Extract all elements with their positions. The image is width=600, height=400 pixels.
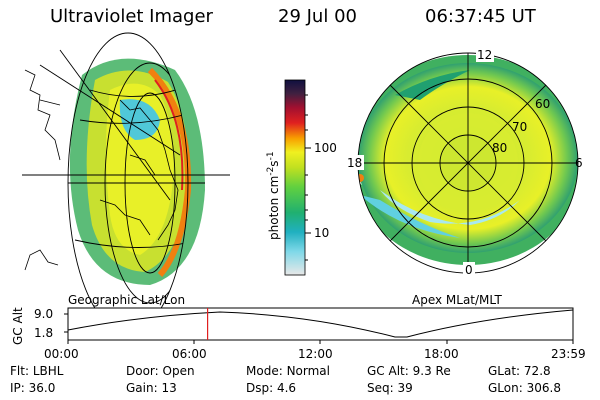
status-flt: Flt: LBHL <box>10 364 64 378</box>
status-glat: GLat: 72.8 <box>488 364 551 378</box>
status-gain: Gain: 13 <box>126 381 177 395</box>
orbit-plot: GC Alt 9.0 1.8 00:00 06:00 12:00 18:00 2… <box>11 307 586 361</box>
mlat-label-80: 80 <box>492 141 507 155</box>
mlt-label-12: 12 <box>477 48 492 62</box>
status-dsp: Dsp: 4.6 <box>246 381 297 395</box>
status-door: Door: Open <box>126 364 195 378</box>
mlat-label-70: 70 <box>512 120 527 134</box>
orbit-ytick-high: 9.0 <box>34 307 53 321</box>
status-ip: IP: 36.0 <box>10 381 56 395</box>
colorbar-label: photon cm-2s-1 <box>266 151 281 240</box>
orbit-xtick-0000: 00:00 <box>44 347 79 361</box>
status-glon: GLon: 306.8 <box>488 381 561 395</box>
apex-panel-label: Apex MLat/MLT <box>412 293 502 307</box>
colorbar-tick-10: 10 <box>314 226 329 240</box>
app-title: Ultraviolet Imager <box>50 6 213 27</box>
orbit-xtick-2359: 23:59 <box>551 347 586 361</box>
mlt-label-0: 0 <box>465 263 473 277</box>
geographic-image <box>22 32 230 334</box>
status-seq: Seq: 39 <box>367 381 413 395</box>
time-readout: 06:37:45 UT <box>425 6 536 27</box>
orbit-ytick-low: 1.8 <box>34 326 53 340</box>
status-mode: Mode: Normal <box>246 364 330 378</box>
orbit-xtick-1800: 18:00 <box>424 347 459 361</box>
mlt-label-18: 18 <box>347 156 362 170</box>
orbit-ylabel: GC Alt <box>11 307 25 345</box>
colorbar: 100 10 photon cm-2s-1 <box>266 79 337 276</box>
orbit-xtick-0600: 06:00 <box>172 347 207 361</box>
status-gc-alt: GC Alt: 9.3 Re <box>367 364 451 378</box>
colorbar-tick-100: 100 <box>314 141 337 155</box>
polar-image: 12 18 6 0 60 70 80 <box>346 47 583 277</box>
geographic-panel-label: Geographic Lat/Lon <box>68 293 186 307</box>
date-readout: 29 Jul 00 <box>278 6 357 27</box>
mlt-label-6: 6 <box>575 156 583 170</box>
orbit-xtick-1200: 12:00 <box>298 347 333 361</box>
mlat-label-60: 60 <box>535 97 550 111</box>
